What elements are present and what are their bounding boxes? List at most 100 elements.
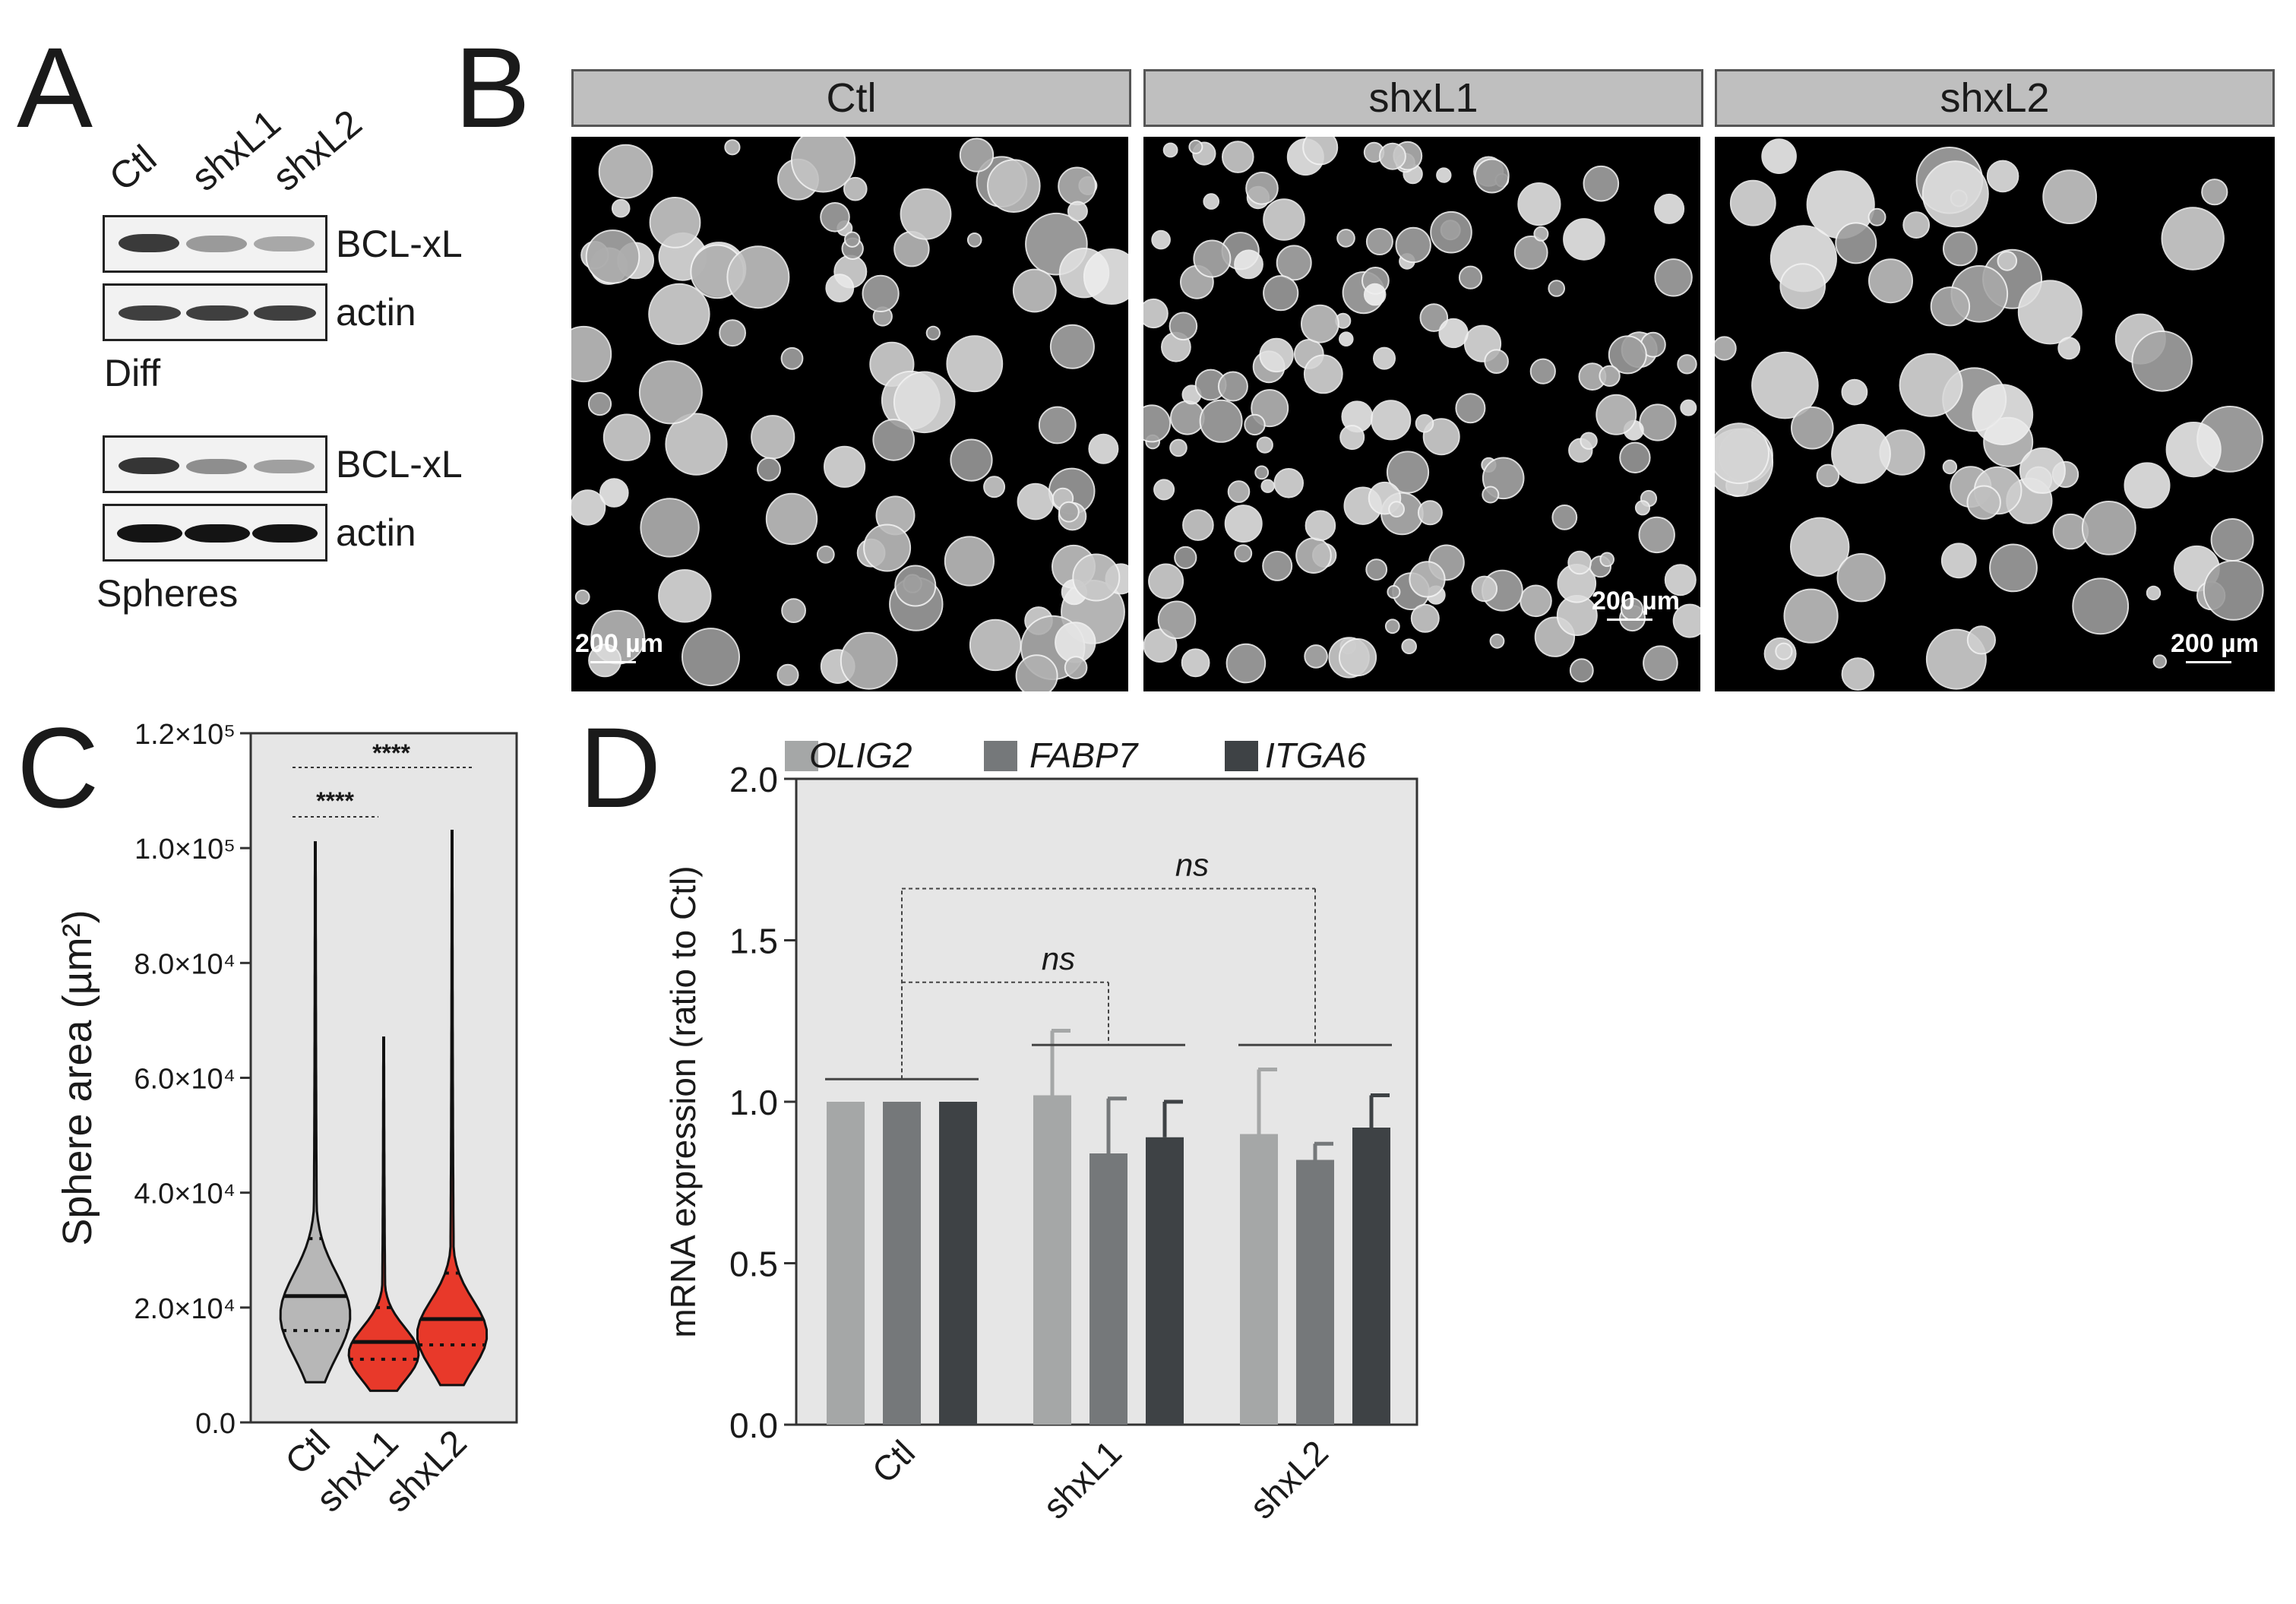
sphere [790, 137, 856, 193]
sphere [726, 245, 790, 309]
scale-bar [1607, 619, 1652, 621]
sphere [944, 536, 995, 587]
sphere [1567, 550, 1592, 575]
group-label-spheres: Spheres [96, 572, 239, 615]
sphere [1302, 137, 1339, 166]
lane-label-shxl2: shxL2 [264, 101, 370, 200]
sphere [1169, 312, 1198, 341]
sphere [1654, 193, 1685, 224]
sphere [1677, 354, 1697, 375]
sphere [1378, 142, 1406, 170]
sphere [1262, 550, 1293, 581]
sphere [1217, 371, 1248, 402]
sphere [1438, 318, 1469, 349]
sphere [1415, 414, 1434, 433]
sphere [1067, 201, 1088, 222]
scale-bar-label: 200 µm [1592, 587, 1680, 615]
sphere [1225, 643, 1267, 684]
sphere [1148, 563, 1184, 600]
sphere [648, 283, 710, 346]
sphere [1836, 553, 1886, 603]
micrograph-shxl1: 200 µm [1143, 137, 1700, 691]
sphere [825, 274, 855, 303]
sphere [1259, 337, 1294, 373]
y-tick-label: 2.0×10⁴ [134, 1293, 236, 1325]
image-header-ctl: Ctl [571, 69, 1131, 127]
sphere [1157, 600, 1197, 640]
sphere [2152, 654, 2167, 669]
sphere [1997, 251, 2018, 271]
sphere [840, 631, 898, 690]
blot-label-bclxl-spheres: BCL-xL [336, 443, 463, 486]
sphere [1517, 182, 1561, 226]
sphere [665, 413, 728, 476]
sphere [1395, 226, 1431, 264]
violin-chart-sphere-area: 0.0 2.0×10⁴ 4.0×10⁴ 6.0×10⁴ 8.0×10⁴ 1.0×10⁵ 1.… [55, 719, 518, 1520]
sphere [1548, 280, 1566, 297]
sphere [1224, 505, 1263, 543]
bar-itga6-ctl [939, 1102, 977, 1425]
x-tick-label: Ctl [865, 1432, 923, 1491]
sphere [602, 413, 651, 461]
sphere [1388, 501, 1406, 518]
significance-label: **** [316, 787, 354, 815]
sphere [1371, 400, 1412, 441]
image-header-shxl2: shxL2 [1715, 69, 2275, 127]
sphere [1064, 656, 1088, 679]
band [117, 524, 182, 543]
sphere [1188, 139, 1203, 154]
sphere [1244, 413, 1266, 436]
panel-letter-c: C [17, 704, 100, 831]
significance-label: **** [372, 739, 410, 767]
y-tick-label: 6.0×10⁴ [134, 1064, 236, 1096]
sphere [1015, 654, 1058, 691]
sphere [1430, 210, 1472, 254]
sphere [776, 663, 799, 686]
sphere [2146, 585, 2162, 601]
sphere [1058, 166, 1096, 206]
sphere [1868, 258, 1913, 304]
sphere [1943, 231, 1978, 267]
sphere [2210, 518, 2254, 562]
sphere [1419, 303, 1449, 332]
band [185, 524, 250, 543]
sphere [1143, 298, 1169, 329]
blot-label-actin-diff: actin [336, 291, 416, 334]
blot-spheres-actin [103, 504, 327, 562]
sphere [1143, 628, 1178, 663]
sphere [1276, 245, 1312, 281]
sphere [1569, 658, 1594, 683]
sphere [1634, 500, 1651, 516]
violin-shxL2 [416, 830, 489, 1387]
sphere [1401, 638, 1418, 655]
sphere [1599, 365, 1621, 387]
sphere [1203, 193, 1219, 210]
sphere [946, 335, 1004, 393]
sphere [757, 457, 781, 482]
sphere [1841, 378, 1868, 406]
sphere [1455, 393, 1486, 424]
blot-diff-actin [103, 283, 327, 341]
sphere [1867, 207, 1886, 226]
sphere [719, 319, 747, 347]
sphere [1643, 645, 1678, 682]
sphere [1583, 165, 1620, 202]
band [186, 459, 247, 474]
y-tick-label: 0.5 [729, 1245, 778, 1284]
sphere [1222, 141, 1254, 173]
sphere [1436, 167, 1452, 183]
sphere [1608, 335, 1647, 375]
sphere [1162, 142, 1178, 158]
sphere [1234, 249, 1263, 280]
sphere [966, 233, 982, 248]
sphere [638, 360, 703, 425]
sphere [2017, 280, 2083, 345]
sphere [571, 325, 612, 383]
sphere [1088, 433, 1119, 464]
sphere [571, 489, 606, 526]
sphere [894, 565, 937, 607]
sphere [1181, 648, 1210, 678]
sphere [1902, 211, 1931, 239]
sphere [1664, 564, 1697, 596]
sphere [1339, 425, 1365, 451]
